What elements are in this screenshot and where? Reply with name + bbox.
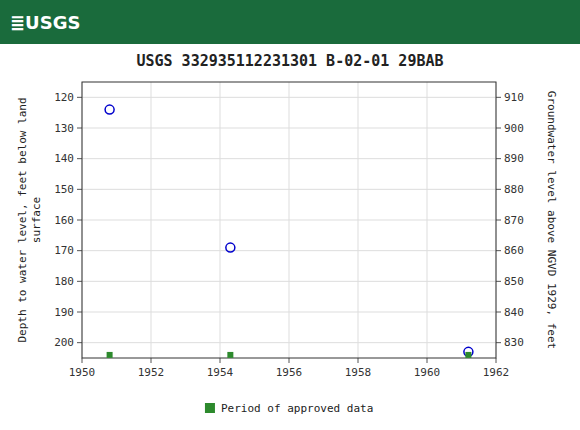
circle-marker (226, 243, 235, 252)
y-tick-label: 170 (54, 244, 74, 257)
y-tick-label: 130 (54, 122, 74, 135)
axes: 1950 1952 1954 1956 1958 1960 1962 120 130 140 150… (54, 91, 524, 379)
square-marker (227, 352, 233, 358)
grid-line-y (82, 128, 496, 129)
x-tick (289, 358, 290, 363)
y-tick (77, 189, 82, 190)
legend-swatch (205, 403, 215, 413)
plot-frame (82, 82, 496, 358)
series (105, 105, 473, 356)
y-tick (77, 250, 82, 251)
y2-tick-label: 890 (504, 152, 524, 165)
y-axis-label-line: Depth to water level, feet below land (16, 97, 29, 342)
y2-tick (496, 250, 501, 251)
series (107, 352, 472, 358)
grid-line-y (82, 158, 496, 159)
grid-line-y (82, 97, 496, 98)
y2-tick-label: 830 (504, 336, 524, 349)
y-tick (77, 220, 82, 221)
grid-line-y (82, 189, 496, 190)
y-tick-label: 180 (54, 275, 74, 288)
x-tick (496, 358, 497, 363)
chart: ≣USGS USGS 332935112231301 B-02-01 29BAB 1… (0, 0, 580, 430)
grid-line-y (82, 281, 496, 282)
square-marker (465, 352, 471, 358)
y-tick (77, 97, 82, 98)
y2-tick-label: 900 (504, 122, 524, 135)
grid-line-y (82, 250, 496, 251)
x-tick-label: 1952 (138, 366, 165, 379)
marks (105, 105, 473, 358)
y2-tick-label: 870 (504, 214, 524, 227)
y2-tick (496, 220, 501, 221)
grid-line-y (82, 220, 496, 221)
y2-axis-label: Groundwater level above NGVD 1929, feet (545, 91, 558, 349)
x-tick-label: 1962 (483, 366, 510, 379)
x-tick (358, 358, 359, 363)
y2-tick (496, 342, 501, 343)
y2-tick (496, 189, 501, 190)
y2-tick (496, 158, 501, 159)
y-axis-label: Depth to water level, feet below landsur… (16, 97, 43, 342)
y-tick (77, 281, 82, 282)
header-bar (0, 0, 580, 44)
y-axis-label-line: surface (30, 197, 43, 243)
y2-tick (496, 128, 501, 129)
y2-tick-label: 910 (504, 91, 524, 104)
y-tick-label: 140 (54, 152, 74, 165)
legend: Period of approved data (205, 402, 373, 415)
x-tick (427, 358, 428, 363)
y-tick-label: 200 (54, 336, 74, 349)
x-tick-label: 1960 (414, 366, 441, 379)
header-logo: ≣USGS (10, 12, 80, 33)
y-tick-label: 150 (54, 183, 74, 196)
y-tick (77, 342, 82, 343)
x-tick-label: 1958 (345, 366, 372, 379)
y-tick (77, 312, 82, 313)
square-marker (107, 352, 113, 358)
legend-label: Period of approved data (221, 402, 373, 415)
grid-line-y (82, 342, 496, 343)
y-tick-label: 160 (54, 214, 74, 227)
grid (82, 82, 496, 358)
y2-tick (496, 97, 501, 98)
x-tick (220, 358, 221, 363)
x-tick (151, 358, 152, 363)
y2-tick-label: 880 (504, 183, 524, 196)
title: USGS 332935112231301 B-02-01 29BAB (136, 52, 443, 70)
x-tick-label: 1956 (276, 366, 303, 379)
y-tick-label: 120 (54, 91, 74, 104)
y-tick (77, 128, 82, 129)
y2-tick (496, 312, 501, 313)
y2-tick-label: 850 (504, 275, 524, 288)
circle-marker (105, 105, 114, 114)
grid-line-y (82, 312, 496, 313)
plot-background (82, 82, 496, 358)
x-tick-label: 1950 (69, 366, 96, 379)
y2-tick (496, 281, 501, 282)
y-tick (77, 158, 82, 159)
y-tick-label: 190 (54, 306, 74, 319)
x-tick-label: 1954 (207, 366, 234, 379)
y2-tick-label: 840 (504, 306, 524, 319)
y2-tick-label: 860 (504, 244, 524, 257)
x-tick (82, 358, 83, 363)
